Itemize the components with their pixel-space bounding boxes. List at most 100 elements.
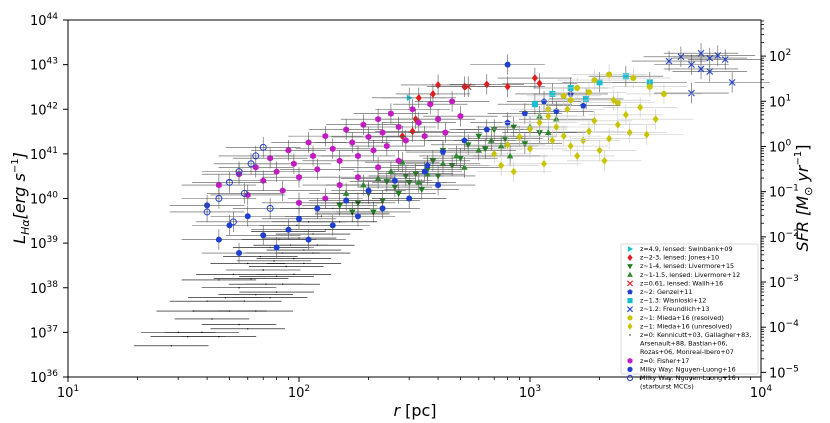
legend-marker [627,366,633,372]
right-y-tick-label: 10−4 [769,319,799,336]
data-point [226,222,233,229]
right-y-axis-title: SFR [M⊙ yr−1] [793,145,815,252]
data-point [531,74,538,82]
right-y-tick-label: 100 [769,138,792,155]
data-point [338,221,341,223]
data-point [402,137,409,144]
data-point [203,208,211,216]
data-point [536,118,543,127]
data-point [688,89,695,97]
legend-label: z~1-1.5, lensed: Livermore+12 [640,271,740,279]
series-4 [430,76,506,97]
legend-label: z=0.61, lensed: Wallh+16 [640,279,723,287]
data-point [355,173,361,181]
data-point [348,209,356,216]
data-point [235,168,243,176]
data-point [247,262,249,265]
data-point [541,159,548,168]
data-point [585,89,592,96]
data-point [583,95,590,102]
data-point [255,293,257,296]
data-point [504,82,511,91]
data-point [354,213,361,220]
data-point [527,144,533,153]
data-point [260,232,267,239]
data-point [336,203,343,210]
data-point [461,137,468,144]
data-point [225,178,233,186]
data-point [275,291,278,293]
data-point [244,213,251,220]
legend-marker [627,254,633,261]
data-point [516,133,523,141]
data-point [481,146,489,153]
data-point [293,257,295,260]
data-point [375,164,381,171]
data-point [273,244,280,251]
data-point [273,260,275,262]
data-point [435,182,442,189]
y-tick-label: 1038 [30,280,58,297]
data-point [591,116,598,125]
data-point [316,244,318,246]
legend-label: z=4.9, lensed: Swinbank+09 [640,245,733,253]
data-point [610,96,617,105]
left-y-axis-title: LHα[erg s−1] [10,152,32,244]
data-point [296,173,302,181]
data-point [250,277,252,280]
y-tick-label: 1040 [30,191,58,208]
x-tick-label: 103 [519,384,541,401]
legend-label: (starburst MCCs) [640,383,694,391]
series-9 [456,89,693,182]
data-point [409,127,416,136]
data-point [211,318,213,320]
data-point [553,123,560,131]
data-point [215,195,223,202]
data-point [521,141,529,148]
legend-marker [627,323,633,330]
data-point [504,119,511,126]
data-point [298,237,300,239]
data-point [527,125,533,133]
data-point [567,97,574,104]
data-point [354,200,362,207]
data-point [585,127,592,136]
y-tick-label: 1044 [30,12,58,29]
data-point [464,83,472,91]
y-tick-label: 1039 [30,235,58,252]
data-point [706,68,714,75]
data-point [549,90,556,97]
data-point [349,139,356,146]
data-point [296,199,302,207]
legend-marker [627,264,633,270]
legend-item: z~1-4, lensed: Livermore+15 [627,262,734,270]
data-point [406,195,413,202]
data-point [622,73,629,80]
data-point [379,129,386,136]
data-point [652,115,659,124]
data-point [218,279,220,281]
data-point [614,99,621,106]
data-point [215,236,222,243]
data-point [285,147,292,154]
right-y-tick-label: 10−2 [769,229,799,246]
legend-label: z~2: Genzel+11 [640,288,692,296]
data-point [490,127,498,134]
data-point [574,152,581,160]
data-point [461,163,468,170]
data-point [398,158,406,165]
legend-label: Arsenault+88, Bastian+06, [640,340,728,348]
data-point [453,152,460,159]
data-point [391,177,398,184]
data-point [285,226,292,233]
data-point [728,78,736,86]
data-point [370,147,377,154]
data-point [448,163,456,170]
right-y-tick-label: 102 [769,48,791,65]
data-point [218,335,220,338]
data-point [273,168,280,175]
legend-label: z=0: Kennicutt+03, Gallagher+83, [640,331,751,339]
data-point [560,92,567,99]
axis-ticks: 101 102 103 104 1036 1037 1038 1039 1040 1041 1042… [30,12,799,401]
legend-marker [627,246,634,252]
